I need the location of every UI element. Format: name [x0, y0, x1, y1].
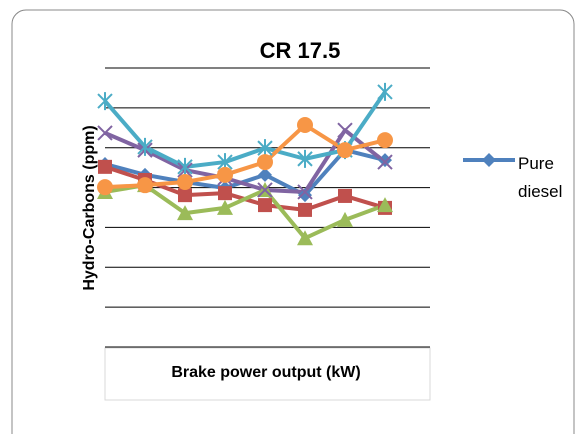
marker [337, 122, 353, 138]
marker [297, 184, 313, 200]
marker [297, 116, 313, 133]
marker [298, 202, 312, 217]
marker [257, 182, 273, 198]
marker [378, 153, 392, 168]
marker [137, 177, 153, 194]
marker [177, 173, 193, 190]
marker [338, 188, 352, 203]
marker [217, 199, 233, 215]
marker [298, 188, 312, 203]
legend-label: Pure diesel [518, 154, 563, 201]
marker [97, 179, 113, 196]
marker [98, 159, 112, 174]
marker [177, 157, 193, 176]
y-axis-label: Hydro-Carbons (ppm) [81, 125, 98, 290]
marker [297, 230, 313, 246]
marker [377, 82, 393, 101]
axis-label-box [104, 347, 431, 401]
marker [177, 205, 193, 221]
marker [97, 92, 113, 111]
marker [337, 211, 353, 227]
marker [97, 125, 113, 141]
marker [258, 167, 272, 182]
marker [377, 132, 393, 149]
marker [218, 186, 232, 201]
marker [297, 149, 313, 168]
x-axis-label: Brake power output (kW) [171, 364, 360, 381]
marker [377, 154, 393, 170]
marker [137, 137, 153, 156]
marker [337, 142, 353, 159]
marker [377, 197, 393, 213]
chart-title: CR 17.5 [260, 38, 341, 63]
marker [178, 188, 192, 203]
marker [217, 166, 233, 183]
marker [257, 154, 273, 171]
legend-marker [482, 153, 496, 167]
marker [258, 198, 272, 213]
